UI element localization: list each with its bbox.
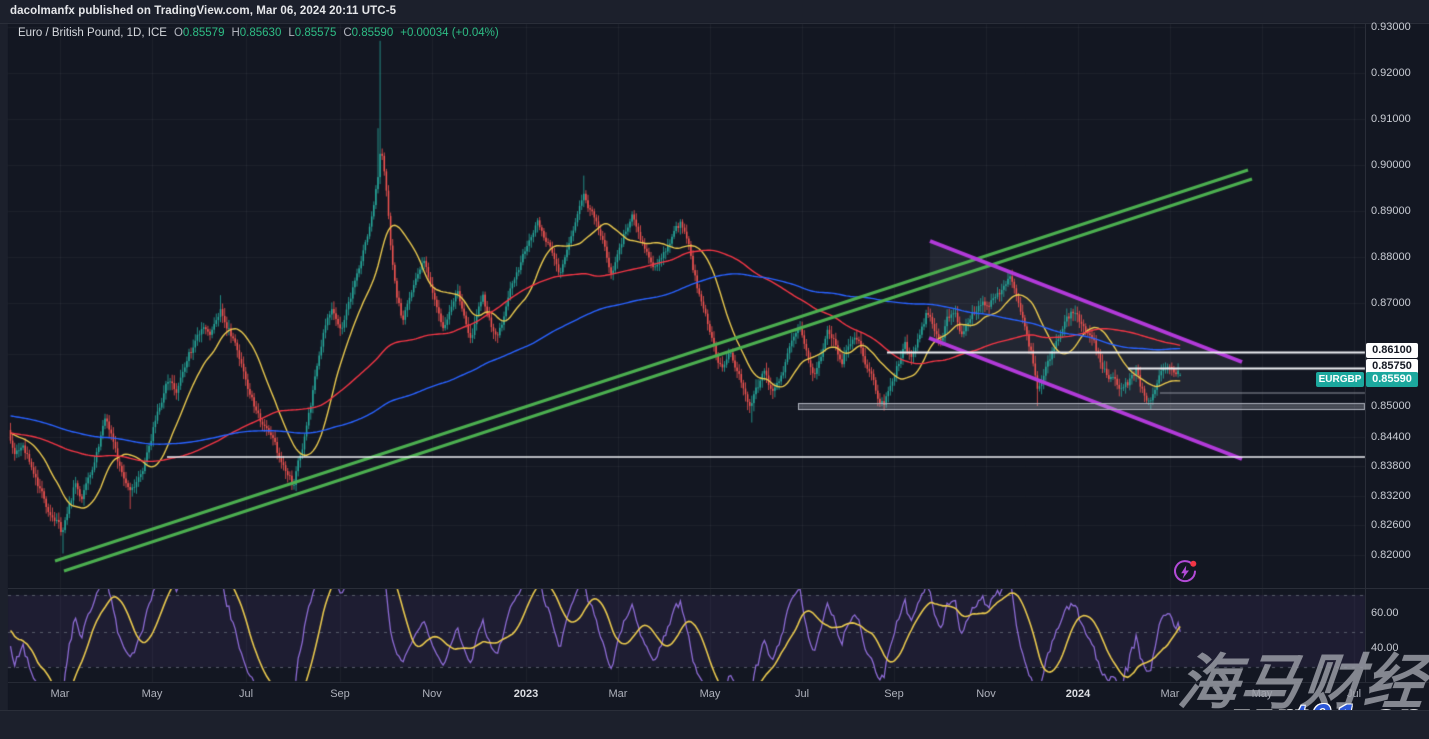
ohlc-prefix: L xyxy=(288,27,295,39)
price-tick-label: 0.83800 xyxy=(1371,460,1411,472)
ohlc-prefix: H xyxy=(231,27,240,39)
ohlc-value: 0.85575 xyxy=(294,27,337,39)
time-axis-month-label: Mar xyxy=(50,688,70,700)
time-axis-month-label: Jul xyxy=(1346,688,1362,700)
notification-dot xyxy=(1190,560,1197,567)
price-tick-label: 0.84400 xyxy=(1371,431,1411,443)
time-axis-month-label: Jul xyxy=(794,688,810,700)
ohlc-value: 0.85630 xyxy=(239,27,282,39)
price-tick-label: 0.90000 xyxy=(1371,159,1411,171)
price-tick-label: 0.87000 xyxy=(1371,297,1411,309)
footer-bar: TradingView xyxy=(0,710,1429,739)
price-tick-label: 0.88000 xyxy=(1371,251,1411,263)
price-tick-label: 0.92000 xyxy=(1371,67,1411,79)
price-alert-badge-08575: 0.85750 xyxy=(1366,358,1418,374)
time-axis-month-label: May xyxy=(699,688,721,700)
time-axis-month-label: Nov xyxy=(976,688,996,700)
time-axis-month-label: Sep xyxy=(330,688,350,700)
time-axis-year-label: 2023 xyxy=(513,688,539,700)
time-axis-month-label: May xyxy=(1251,688,1273,700)
ohlc-value: 0.85590 xyxy=(351,27,394,39)
time-axis-year-label: 2024 xyxy=(1065,688,1091,700)
time-axis-divider xyxy=(8,682,1429,683)
price-tick-label: 0.91000 xyxy=(1371,113,1411,125)
price-alert-badge-0861: 0.86100 xyxy=(1366,343,1418,358)
price-tick-label: 0.82600 xyxy=(1371,519,1411,531)
rsi-tick-label: 60.00 xyxy=(1371,607,1399,619)
symbol-title: Euro / British Pound, 1D, ICE xyxy=(18,27,167,39)
ohlc-values: O0.85579 H0.85630 L0.85575 C0.85590 xyxy=(167,27,393,39)
time-axis-month-label: Nov xyxy=(422,688,442,700)
last-price-badge: 0.85590 xyxy=(1366,372,1418,387)
price-tick-label: 0.85000 xyxy=(1371,400,1411,412)
attribution-text: dacolmanfx published on TradingView.com,… xyxy=(10,5,397,17)
ohlc-prefix: O xyxy=(173,27,183,39)
lightning-bolt-glyph xyxy=(1181,565,1189,579)
ohlc-value: 0.85579 xyxy=(182,27,225,39)
price-tick-label: 0.83200 xyxy=(1371,490,1411,502)
time-axis-month-label: Jul xyxy=(238,688,254,700)
symbol-legend[interactable]: Euro / British Pound, 1D, ICE O0.85579 H0.… xyxy=(18,27,499,39)
change-value: +0.00034 (+0.04%) xyxy=(400,27,499,39)
time-axis-month-label: Mar xyxy=(1160,688,1180,700)
flash-circle-arc xyxy=(1174,560,1196,583)
rsi-tick-label: 40.00 xyxy=(1371,642,1399,654)
ohlc-prefix: C xyxy=(343,27,352,39)
price-tick-label: 0.89000 xyxy=(1371,205,1411,217)
time-axis-month-label: Sep xyxy=(884,688,904,700)
time-axis-month-label: May xyxy=(141,688,163,700)
price-axis-divider xyxy=(1365,23,1366,682)
frame-top-divider xyxy=(0,23,1429,24)
rsi-pane-divider xyxy=(8,588,1429,589)
flash-ideas-icon[interactable] xyxy=(1171,558,1199,586)
price-tick-label: 0.93000 xyxy=(1371,21,1411,33)
price-tick-label: 0.82000 xyxy=(1371,549,1411,561)
symbol-price-tag: EURGBP xyxy=(1316,372,1364,387)
time-axis-month-label: Mar xyxy=(608,688,628,700)
